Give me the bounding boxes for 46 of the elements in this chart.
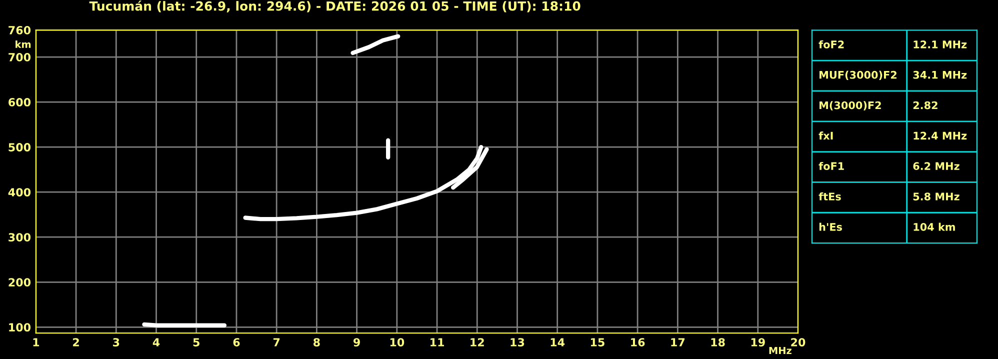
x-tick-label: 10 <box>390 338 404 346</box>
text: h'Es <box>819 222 842 231</box>
x-tick-label: 1 <box>33 338 40 346</box>
x-tick-label: 2 <box>73 338 79 346</box>
text: foF1 <box>818 162 844 170</box>
y-tick-label: 300 <box>8 233 31 242</box>
y-tick-label: 400 <box>8 188 31 196</box>
text: 12.1 MHz <box>914 40 967 48</box>
text: 104 km <box>914 222 955 231</box>
x-tick-label: 3 <box>113 338 120 346</box>
y-tick-label: 500 <box>8 143 31 152</box>
text: 34.1 MHz <box>913 70 967 79</box>
x-tick-label: 15 <box>590 338 604 346</box>
x-axis-title: MHz <box>769 346 792 354</box>
y-tick-label: 600 <box>8 98 31 106</box>
x-tick-label: 6 <box>233 338 240 346</box>
text: 12.4 MHz <box>914 132 967 140</box>
x-tick-label: 14 <box>550 338 565 346</box>
y-tick-label: 700 <box>8 53 31 62</box>
y-tick-label: 100 <box>9 323 31 332</box>
x-tick-label: 9 <box>354 338 360 346</box>
x-tick-label: 17 <box>671 338 685 346</box>
text: MUF(3000)F2 <box>820 70 896 80</box>
text: fxI <box>818 132 833 140</box>
x-tick-label: 8 <box>314 338 320 346</box>
x-tick-label: 7 <box>273 338 280 346</box>
x-tick-label: 5 <box>193 338 200 346</box>
y-axis-title: km <box>16 40 31 48</box>
x-tick-label: 4 <box>152 338 160 346</box>
x-tick-label: 19 <box>751 338 765 346</box>
x-tick-label: 16 <box>631 338 645 346</box>
text: 2.82 <box>913 101 938 110</box>
text: 5.8 MHz <box>913 192 960 200</box>
text: 6.2 MHz <box>913 162 960 170</box>
chart-title: Tucumán (lat: -26.9, lon: 294.6) - DATE: 2026 01 05 - TIME (UT): 18:10 <box>89 0 580 12</box>
x-tick-label: 13 <box>510 338 524 346</box>
x-tick-label: 20 <box>791 338 806 346</box>
x-tick-label: 18 <box>711 338 725 346</box>
text: foF2 <box>818 40 844 48</box>
text: ftEs <box>818 192 841 200</box>
line-series <box>350 34 400 56</box>
x-tick-label: 11 <box>430 338 444 346</box>
text: M(3000)F2 <box>820 101 881 110</box>
x-tick-label: 12 <box>470 338 484 346</box>
y-tick-label: 760 <box>8 26 31 34</box>
y-tick-label: 200 <box>8 278 31 287</box>
